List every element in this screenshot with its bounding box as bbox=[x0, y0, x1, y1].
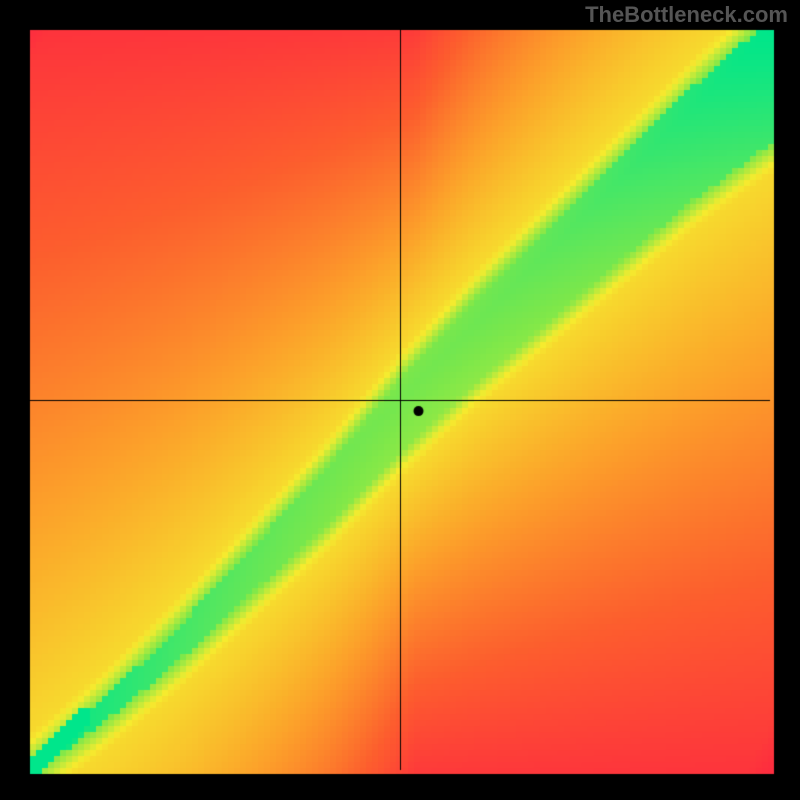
heatmap-canvas bbox=[0, 0, 800, 800]
watermark-text: TheBottleneck.com bbox=[585, 2, 788, 28]
